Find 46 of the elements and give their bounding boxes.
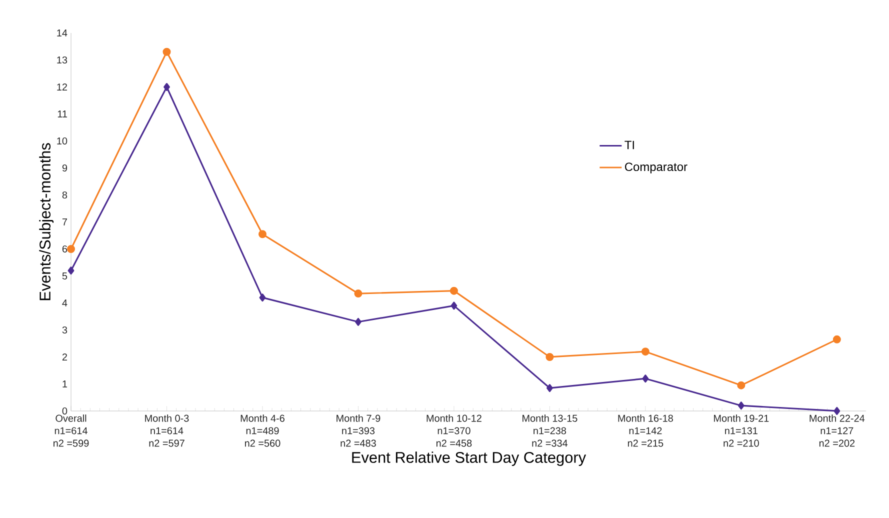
x-tick-label: Month 4-6 n1=489 n2 =560 bbox=[240, 414, 284, 447]
x-tick-label: Month 13-15 n1=238 n2 =334 bbox=[522, 414, 578, 447]
y-tick-label: 3 bbox=[62, 326, 68, 334]
legend-label: TI bbox=[624, 140, 634, 150]
point bbox=[67, 244, 76, 253]
point bbox=[737, 381, 746, 390]
point bbox=[642, 374, 649, 383]
x-tick-label: Month 7-9 n1=393 n2 =483 bbox=[336, 414, 380, 447]
y-tick-label: 6 bbox=[62, 245, 68, 253]
point bbox=[546, 384, 553, 392]
y-tick-label: 12 bbox=[57, 84, 67, 90]
y-axis-title: Events/Subject-months bbox=[39, 143, 54, 300]
legend-label: Comparator bbox=[625, 162, 688, 174]
point bbox=[68, 266, 74, 275]
point bbox=[738, 402, 744, 410]
point bbox=[834, 406, 840, 415]
point bbox=[259, 294, 266, 302]
x-tick-label: Month 0-3 n1=614 n2 =597 bbox=[145, 414, 189, 447]
point bbox=[450, 286, 458, 295]
y-tick-label: 0 bbox=[62, 407, 68, 415]
x-tick-label: Month 16-18 n1=142 n2 =215 bbox=[618, 414, 673, 447]
y-tick-label: 2 bbox=[62, 354, 67, 360]
y-tick-label: 10 bbox=[57, 137, 68, 145]
point bbox=[354, 290, 362, 298]
y-tick-label: 13 bbox=[57, 56, 68, 64]
y-tick-label: 5 bbox=[62, 272, 68, 280]
point bbox=[450, 302, 458, 310]
point bbox=[162, 48, 171, 56]
x-axis-title: Event Relative Start Day Category bbox=[352, 452, 586, 466]
x-tick-label: Month 19-21 n1=131 n2 =210 bbox=[714, 414, 769, 447]
point bbox=[258, 230, 266, 238]
y-tick-label: 8 bbox=[62, 191, 68, 199]
y-tick-label: 11 bbox=[58, 110, 68, 118]
y-tick-label: 14 bbox=[57, 30, 68, 36]
y-tick-label: 7 bbox=[62, 218, 67, 226]
point bbox=[164, 82, 170, 91]
point bbox=[355, 318, 362, 326]
y-tick-label: 9 bbox=[62, 164, 68, 172]
x-tick-label: Overall n1=614 n2 =599 bbox=[54, 414, 89, 447]
x-tick-label: Month 22-24 n1=127 n2 =202 bbox=[810, 414, 865, 447]
point bbox=[546, 352, 554, 361]
x-tick-label: Month 10-12 n1=370 n2 =458 bbox=[426, 414, 482, 447]
y-tick-label: 1 bbox=[62, 380, 68, 388]
point bbox=[641, 348, 650, 356]
y-tick-label: 4 bbox=[62, 300, 68, 306]
point bbox=[832, 335, 841, 344]
